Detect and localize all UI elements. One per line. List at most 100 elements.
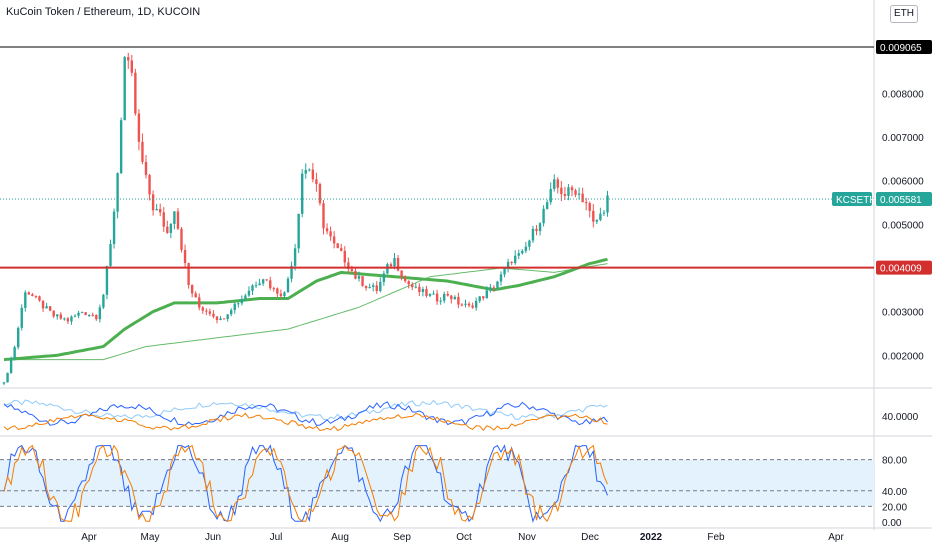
candle-body xyxy=(403,277,407,282)
candle-body xyxy=(205,310,208,312)
candle-body xyxy=(357,276,361,279)
time-axis-label: Jun xyxy=(205,532,221,543)
candle-body xyxy=(315,179,318,185)
candle-body xyxy=(134,72,137,114)
candle-body xyxy=(549,188,552,203)
candle-body xyxy=(524,246,528,251)
candle-body xyxy=(375,285,378,292)
candle-body xyxy=(261,279,265,284)
slow-moving-average xyxy=(4,263,608,361)
candle-body xyxy=(478,296,481,301)
candle-body xyxy=(343,250,346,263)
candle-body xyxy=(389,264,393,267)
candle-body xyxy=(361,276,364,286)
candle-body xyxy=(435,293,439,302)
candle-body xyxy=(325,228,329,232)
symbol-badge xyxy=(832,192,872,207)
candle-body xyxy=(215,316,219,321)
level-price-badge xyxy=(876,260,932,275)
candle-body xyxy=(396,257,400,271)
candle-body xyxy=(588,203,591,211)
time-axis-label: Dec xyxy=(581,532,599,543)
candle-body xyxy=(368,286,371,289)
candle-body xyxy=(254,285,258,287)
candle-body xyxy=(151,194,155,211)
candle-body xyxy=(286,278,290,293)
candle-body xyxy=(48,306,52,311)
candle-body xyxy=(24,292,27,308)
candle-body xyxy=(13,347,16,359)
candle-body xyxy=(450,295,453,300)
candle-body xyxy=(393,257,396,267)
candle-body xyxy=(411,284,414,288)
candle-body xyxy=(166,226,169,233)
level-price-label: 0.009065 xyxy=(880,43,922,54)
candle-body xyxy=(56,314,59,317)
level-price-badge xyxy=(876,39,932,54)
candle-body xyxy=(485,290,488,299)
candle-body xyxy=(276,288,279,294)
candle-body xyxy=(130,60,133,73)
time-axis-label: Apr xyxy=(81,532,97,543)
candle-body xyxy=(105,266,109,295)
candle-body xyxy=(119,120,123,174)
time-axis-label: Feb xyxy=(707,532,725,543)
oscillator-tick-label: 40.0000 xyxy=(882,412,919,423)
stochastic-tick-label: 0.00 xyxy=(882,518,902,529)
candle-body xyxy=(80,312,84,314)
level-price-label: 0.004009 xyxy=(880,264,922,275)
candle-body xyxy=(510,261,513,264)
time-axis-label: 2022 xyxy=(640,532,663,543)
candle-body xyxy=(187,263,190,286)
currency-button[interactable]: ETH xyxy=(890,5,918,23)
candle-body xyxy=(517,253,520,256)
candle-body xyxy=(237,303,240,305)
candle-body xyxy=(84,312,87,316)
candle-body xyxy=(148,175,151,195)
candle-body xyxy=(297,213,300,249)
moving-average-line xyxy=(3,257,608,362)
candle-body xyxy=(169,223,173,233)
candle-body xyxy=(574,190,577,195)
candle-body xyxy=(198,297,201,308)
candle-body xyxy=(123,57,126,121)
candle-body xyxy=(98,307,102,320)
candle-body xyxy=(595,219,599,222)
candle-body xyxy=(301,173,304,214)
candle-body xyxy=(38,296,41,301)
candle-body xyxy=(382,273,386,282)
candle-body xyxy=(577,193,581,195)
candle-body xyxy=(347,262,350,270)
candle-body xyxy=(489,287,492,291)
candle-body xyxy=(531,228,535,241)
candle-body xyxy=(521,250,524,254)
candle-body xyxy=(17,327,20,348)
candle-body xyxy=(318,184,322,204)
candle-body xyxy=(258,283,261,286)
oscillator-signal-line xyxy=(3,399,608,421)
candle-body xyxy=(77,312,80,316)
candle-body xyxy=(535,228,538,232)
candle-body xyxy=(272,288,275,290)
time-axis-label: May xyxy=(141,532,160,543)
candle-body xyxy=(432,293,435,295)
candle-body xyxy=(173,211,176,224)
candle-body xyxy=(581,193,584,203)
oscillator-minus-line xyxy=(3,412,608,432)
candle-body xyxy=(66,318,70,322)
candle-body xyxy=(176,211,180,229)
stochastic-tick-label: 20.00 xyxy=(882,502,907,513)
candle-body xyxy=(208,311,212,314)
candle-body xyxy=(2,382,6,384)
candle-body xyxy=(279,293,283,297)
candle-body xyxy=(212,313,215,317)
candle-body xyxy=(474,300,478,308)
candle-body xyxy=(418,286,421,293)
candle-body xyxy=(386,264,389,274)
candle-body xyxy=(70,316,73,322)
candle-body xyxy=(322,203,325,229)
candle-body xyxy=(52,310,55,317)
candle-body xyxy=(162,212,165,227)
candle-body xyxy=(496,281,499,288)
candle-body xyxy=(233,303,236,311)
